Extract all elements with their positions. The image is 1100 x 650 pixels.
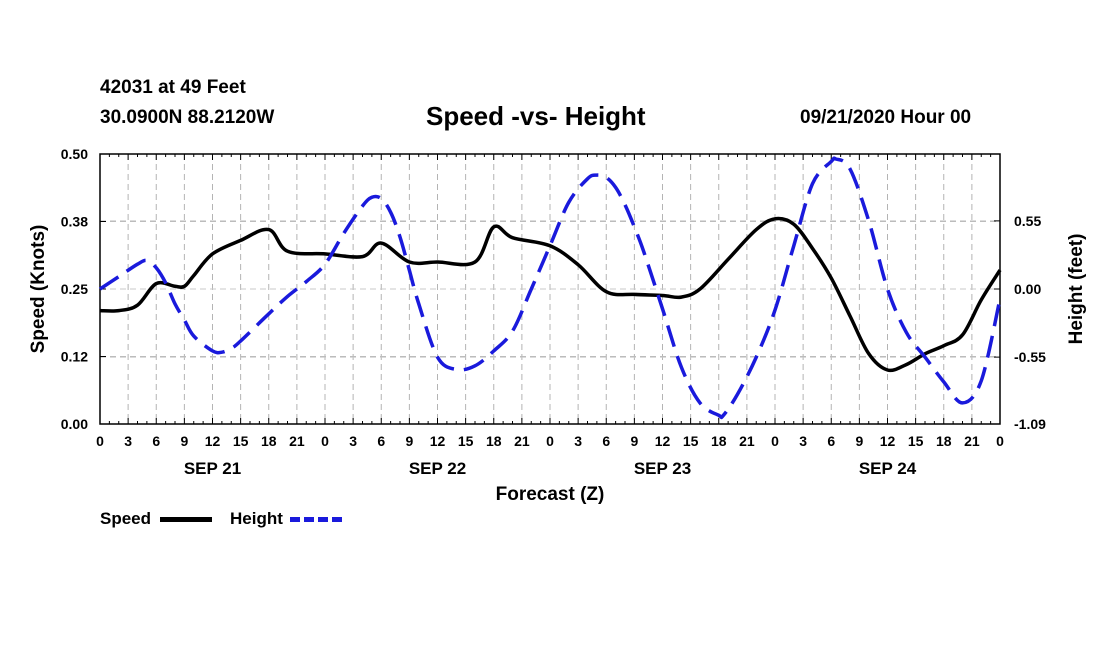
y-left-tick-label: 0.50 bbox=[61, 146, 88, 162]
x-tick-label: 9 bbox=[405, 433, 413, 449]
x-tick-label: 15 bbox=[458, 433, 474, 449]
x-tick-label: 15 bbox=[233, 433, 249, 449]
x-tick-label: 12 bbox=[205, 433, 221, 449]
x-tick-label: 21 bbox=[289, 433, 305, 449]
x-tick-label: 9 bbox=[630, 433, 638, 449]
station-label: 42031 at 49 Feet bbox=[100, 77, 246, 98]
day-label: SEP 22 bbox=[409, 459, 466, 478]
x-tick-label: 0 bbox=[996, 433, 1004, 449]
y-right-tick-label: -0.55 bbox=[1014, 349, 1046, 365]
x-tick-label: 0 bbox=[546, 433, 554, 449]
x-tick-label: 3 bbox=[349, 433, 357, 449]
x-tick-label: 18 bbox=[261, 433, 277, 449]
x-tick-label: 6 bbox=[827, 433, 835, 449]
x-tick-label: 6 bbox=[602, 433, 610, 449]
legend-height-label: Height bbox=[230, 509, 283, 528]
series-line-speed bbox=[99, 216, 1002, 373]
series-line-height bbox=[99, 156, 1002, 420]
x-tick-label: 18 bbox=[936, 433, 952, 449]
x-tick-label: 12 bbox=[655, 433, 671, 449]
chart-title: Speed -vs- Height bbox=[426, 101, 646, 131]
legend-height-swatch bbox=[290, 517, 342, 522]
day-label: SEP 23 bbox=[634, 459, 691, 478]
x-tick-label: 21 bbox=[964, 433, 980, 449]
x-tick-label: 3 bbox=[574, 433, 582, 449]
day-label: SEP 24 bbox=[859, 459, 917, 478]
x-tick-label: 15 bbox=[683, 433, 699, 449]
legend-speed-label: Speed bbox=[100, 509, 152, 528]
axis-ticks bbox=[99, 153, 1001, 425]
axis-labels: 0 3 6 9 12 15 18 21 0 3 6 9 12 15 18 21 0 3 6 9 12 15 18 21 0 3 6 9… bbox=[28, 146, 1087, 505]
y-left-tick-label: 0.25 bbox=[61, 281, 88, 297]
x-tick-label: 18 bbox=[486, 433, 502, 449]
grid-lines bbox=[100, 154, 1000, 424]
x-tick-label: 9 bbox=[855, 433, 863, 449]
day-label: SEP 21 bbox=[184, 459, 241, 478]
x-tick-label: 3 bbox=[799, 433, 807, 449]
x-tick-label: 0 bbox=[771, 433, 779, 449]
x-tick-label: 9 bbox=[180, 433, 188, 449]
coordinates-label: 30.0900N 88.2120W bbox=[100, 107, 275, 128]
x-tick-label: 6 bbox=[377, 433, 385, 449]
x-tick-label: 12 bbox=[880, 433, 896, 449]
x-tick-label: 15 bbox=[908, 433, 924, 449]
y-left-tick-label: 0.00 bbox=[61, 416, 88, 432]
x-tick-label: 0 bbox=[321, 433, 329, 449]
series-lines bbox=[99, 156, 1002, 420]
y-left-axis-title: Speed (Knots) bbox=[28, 225, 49, 354]
x-axis-title: Forecast (Z) bbox=[496, 484, 605, 505]
y-right-axis-title: Height (feet) bbox=[1066, 234, 1087, 345]
y-right-tick-label: 0.00 bbox=[1014, 281, 1041, 297]
x-tick-label: 3 bbox=[124, 433, 132, 449]
x-tick-label: 21 bbox=[739, 433, 755, 449]
y-left-tick-label: 0.38 bbox=[61, 214, 88, 230]
x-tick-label: 18 bbox=[711, 433, 727, 449]
x-tick-label: 0 bbox=[96, 433, 104, 449]
y-right-tick-label: 0.55 bbox=[1014, 213, 1041, 229]
x-tick-label: 6 bbox=[152, 433, 160, 449]
y-right-tick-label: -1.09 bbox=[1014, 416, 1046, 432]
y-left-tick-label: 0.12 bbox=[61, 349, 88, 365]
run-time-label: 09/21/2020 Hour 00 bbox=[800, 107, 972, 128]
x-tick-label: 12 bbox=[430, 433, 446, 449]
x-tick-label: 21 bbox=[514, 433, 530, 449]
legend-speed-swatch bbox=[160, 517, 212, 522]
